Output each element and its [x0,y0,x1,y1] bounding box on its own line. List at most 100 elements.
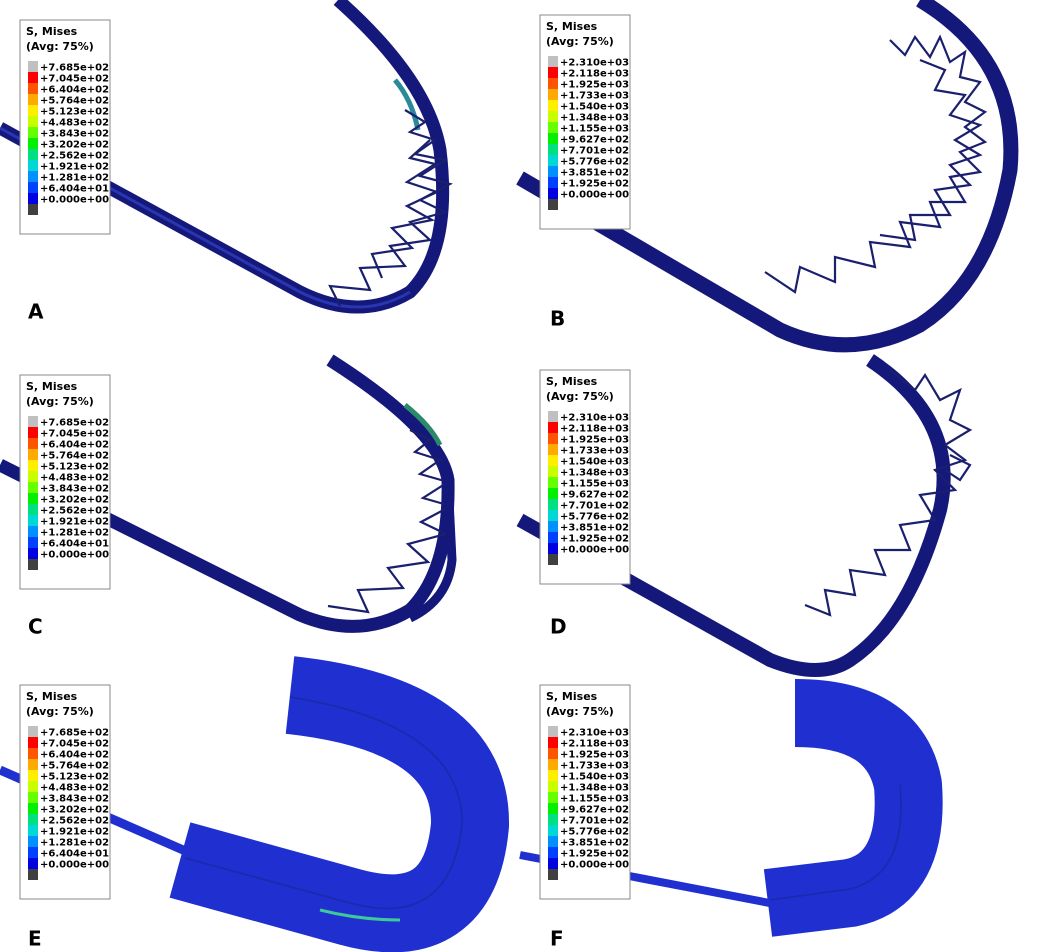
legend-swatch [28,482,38,493]
panel-b: S, Mises(Avg: 75%)+2.310e+03+2.118e+03+1… [520,0,1011,345]
legend-swatch [28,138,38,149]
legend-swatch [548,858,558,869]
legend-value: +1.348e+03 [560,468,629,479]
legend-swatch [548,847,558,858]
legend-value: +1.540e+03 [560,457,629,468]
panel-label: D [550,615,567,639]
legend-value: +6.404e+02 [40,440,109,451]
legend-swatch [28,814,38,825]
legend-value: +2.118e+03 [560,69,629,80]
panel-label: C [28,615,43,639]
legend-value: +7.685e+02 [40,418,109,429]
legend-subtitle: (Avg: 75%) [26,395,94,408]
legend-swatch [548,122,558,133]
legend-subtitle: (Avg: 75%) [26,705,94,718]
legend-swatch [28,493,38,504]
legend-value: +7.045e+02 [40,739,109,750]
legend-cap [548,554,558,565]
stent [805,370,970,615]
legend: S, Mises(Avg: 75%)+2.310e+03+2.118e+03+1… [540,685,630,899]
legend-swatch [548,100,558,111]
legend-swatch [548,499,558,510]
legend-swatch [548,792,558,803]
legend-swatch [548,466,558,477]
panel-label: E [28,927,42,951]
legend-value: +2.310e+03 [560,58,629,69]
legend-value: +1.155e+03 [560,124,629,135]
legend-swatch [548,781,558,792]
legend-swatch [28,105,38,116]
legend-value: +1.921e+02 [40,162,109,173]
legend-value: +5.123e+02 [40,462,109,473]
panel-f: S, Mises(Avg: 75%)+2.310e+03+2.118e+03+1… [520,685,909,951]
legend-value: +2.310e+03 [560,728,629,739]
legend-value: +3.851e+02 [560,523,629,534]
legend-swatch [28,72,38,83]
legend-value: +1.155e+03 [560,794,629,805]
panel-label: F [550,927,564,951]
legend-swatch [28,803,38,814]
legend-cap [548,56,558,67]
legend-value: +6.404e+01 [40,849,109,860]
legend-title: S, Mises [546,375,598,388]
legend-value: +5.776e+02 [560,512,629,523]
legend-swatch [548,177,558,188]
legend-value: +5.123e+02 [40,107,109,118]
legend-value: +2.118e+03 [560,424,629,435]
legend-value: +7.045e+02 [40,429,109,440]
legend-value: +1.733e+03 [560,91,629,102]
legend-swatch [548,155,558,166]
panel-e: S, Mises(Avg: 75%)+7.685e+02+7.045e+02+6… [0,685,470,951]
figure: S, Mises(Avg: 75%)+7.685e+02+7.045e+02+6… [0,0,1038,952]
legend-value: +9.627e+02 [560,490,629,501]
legend-value: +2.310e+03 [560,413,629,424]
legend-swatch [548,737,558,748]
legend-value: +9.627e+02 [560,805,629,816]
legend-value: +5.764e+02 [40,761,109,772]
legend-swatch [548,803,558,814]
legend-value: +6.404e+02 [40,750,109,761]
legend-swatch [548,422,558,433]
legend-swatch [28,471,38,482]
legend-cap [548,199,558,210]
legend-swatch [548,532,558,543]
legend-value: +6.404e+02 [40,85,109,96]
legend-swatch [548,188,558,199]
legend-value: +1.925e+02 [560,534,629,545]
legend-swatch [28,737,38,748]
legend-swatch [548,133,558,144]
legend-cap [28,869,38,880]
legend-cap [28,416,38,427]
legend-value: +0.000e+00 [560,190,629,201]
legend-swatch [28,548,38,559]
legend-swatch [28,504,38,515]
legend-value: +7.685e+02 [40,728,109,739]
legend-swatch [28,537,38,548]
legend-swatch [28,836,38,847]
legend-value: +3.202e+02 [40,805,109,816]
legend-value: +7.045e+02 [40,74,109,85]
legend-swatch [28,182,38,193]
legend-title: S, Mises [26,25,78,38]
legend-value: +5.764e+02 [40,96,109,107]
legend-subtitle: (Avg: 75%) [26,40,94,53]
legend-cap [28,61,38,72]
legend-subtitle: (Avg: 75%) [546,35,614,48]
legend-value: +6.404e+01 [40,539,109,550]
legend-swatch [28,449,38,460]
legend: S, Mises(Avg: 75%)+2.310e+03+2.118e+03+1… [540,370,630,584]
legend-value: +0.000e+00 [40,860,109,871]
legend-swatch [548,89,558,100]
legend-swatch [28,526,38,537]
legend: S, Mises(Avg: 75%)+7.685e+02+7.045e+02+6… [20,20,110,234]
legend-value: +2.562e+02 [40,816,109,827]
legend-value: +9.627e+02 [560,135,629,146]
legend-value: +1.155e+03 [560,479,629,490]
legend-title: S, Mises [26,380,78,393]
legend-swatch [28,748,38,759]
legend-value: +1.733e+03 [560,761,629,772]
legend-value: +7.701e+02 [560,816,629,827]
legend-swatch [28,149,38,160]
legend-cap [548,726,558,737]
legend-value: +6.404e+01 [40,184,109,195]
